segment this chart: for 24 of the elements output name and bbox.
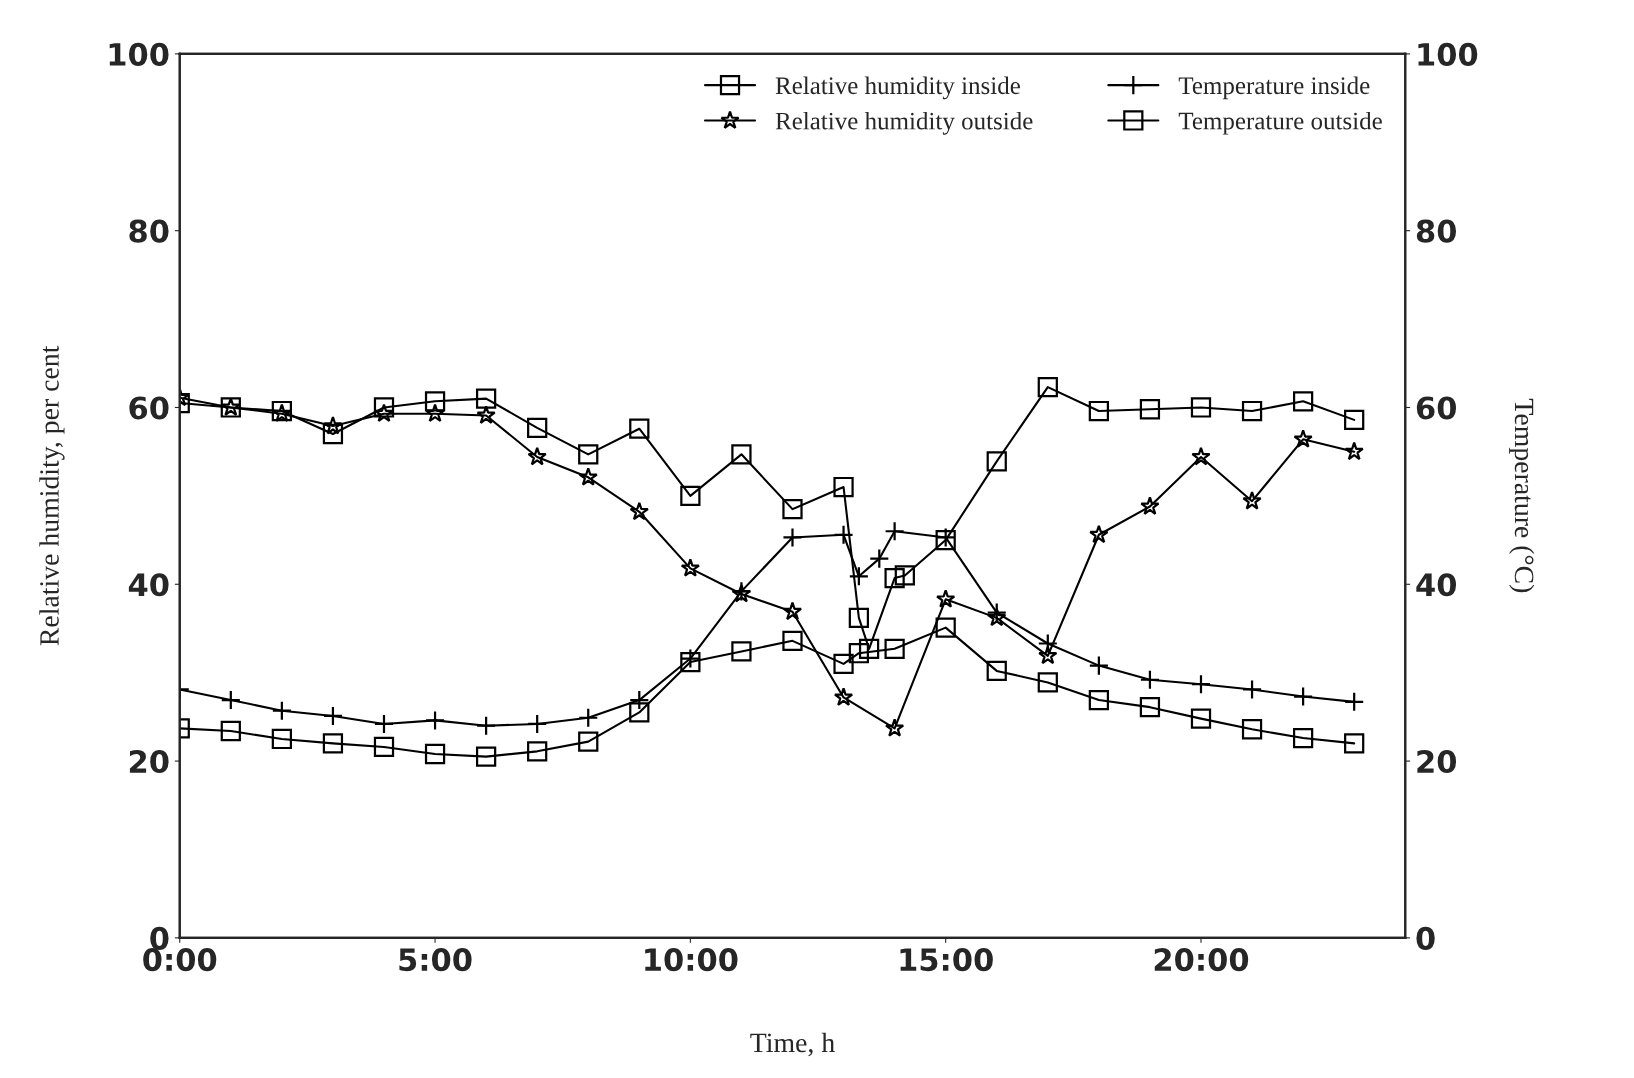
legend-label: Relative humidity outside	[775, 111, 1033, 135]
y2-tick-label: 0	[1416, 926, 1435, 950]
legend-label: Temperature outside	[1178, 111, 1382, 135]
y-tick-label: 80	[129, 219, 169, 243]
x-axis-title: Time, h	[750, 1032, 835, 1057]
x-tick-label: 0:00	[143, 948, 217, 972]
y2-tick-label: 60	[1416, 396, 1457, 420]
y-tick-label: 60	[129, 396, 169, 420]
x-tick-label: 20:00	[1154, 948, 1249, 972]
x-tick-label: 15:00	[900, 948, 993, 972]
y2-tick-label: 100	[1418, 42, 1478, 66]
x-tick-label: 10:00	[645, 948, 738, 972]
y2-tick-label: 40	[1416, 573, 1457, 597]
y-tick-label: 20	[129, 750, 169, 774]
legend-label: Relative humidity inside	[775, 76, 1020, 100]
y2-axis-title: Temperature (°C)	[1509, 398, 1535, 593]
x-tick-label: 5:00	[399, 948, 472, 972]
legend-label: Temperature inside	[1178, 76, 1370, 100]
y-axis-title: Relative humidity, per cent	[39, 345, 65, 646]
y2-tick-label: 80	[1416, 219, 1457, 243]
y-tick-label: 0	[150, 926, 169, 950]
y-tick-label: 40	[128, 573, 169, 597]
y2-tick-label: 20	[1417, 750, 1457, 774]
y-tick-label: 100	[109, 42, 169, 66]
